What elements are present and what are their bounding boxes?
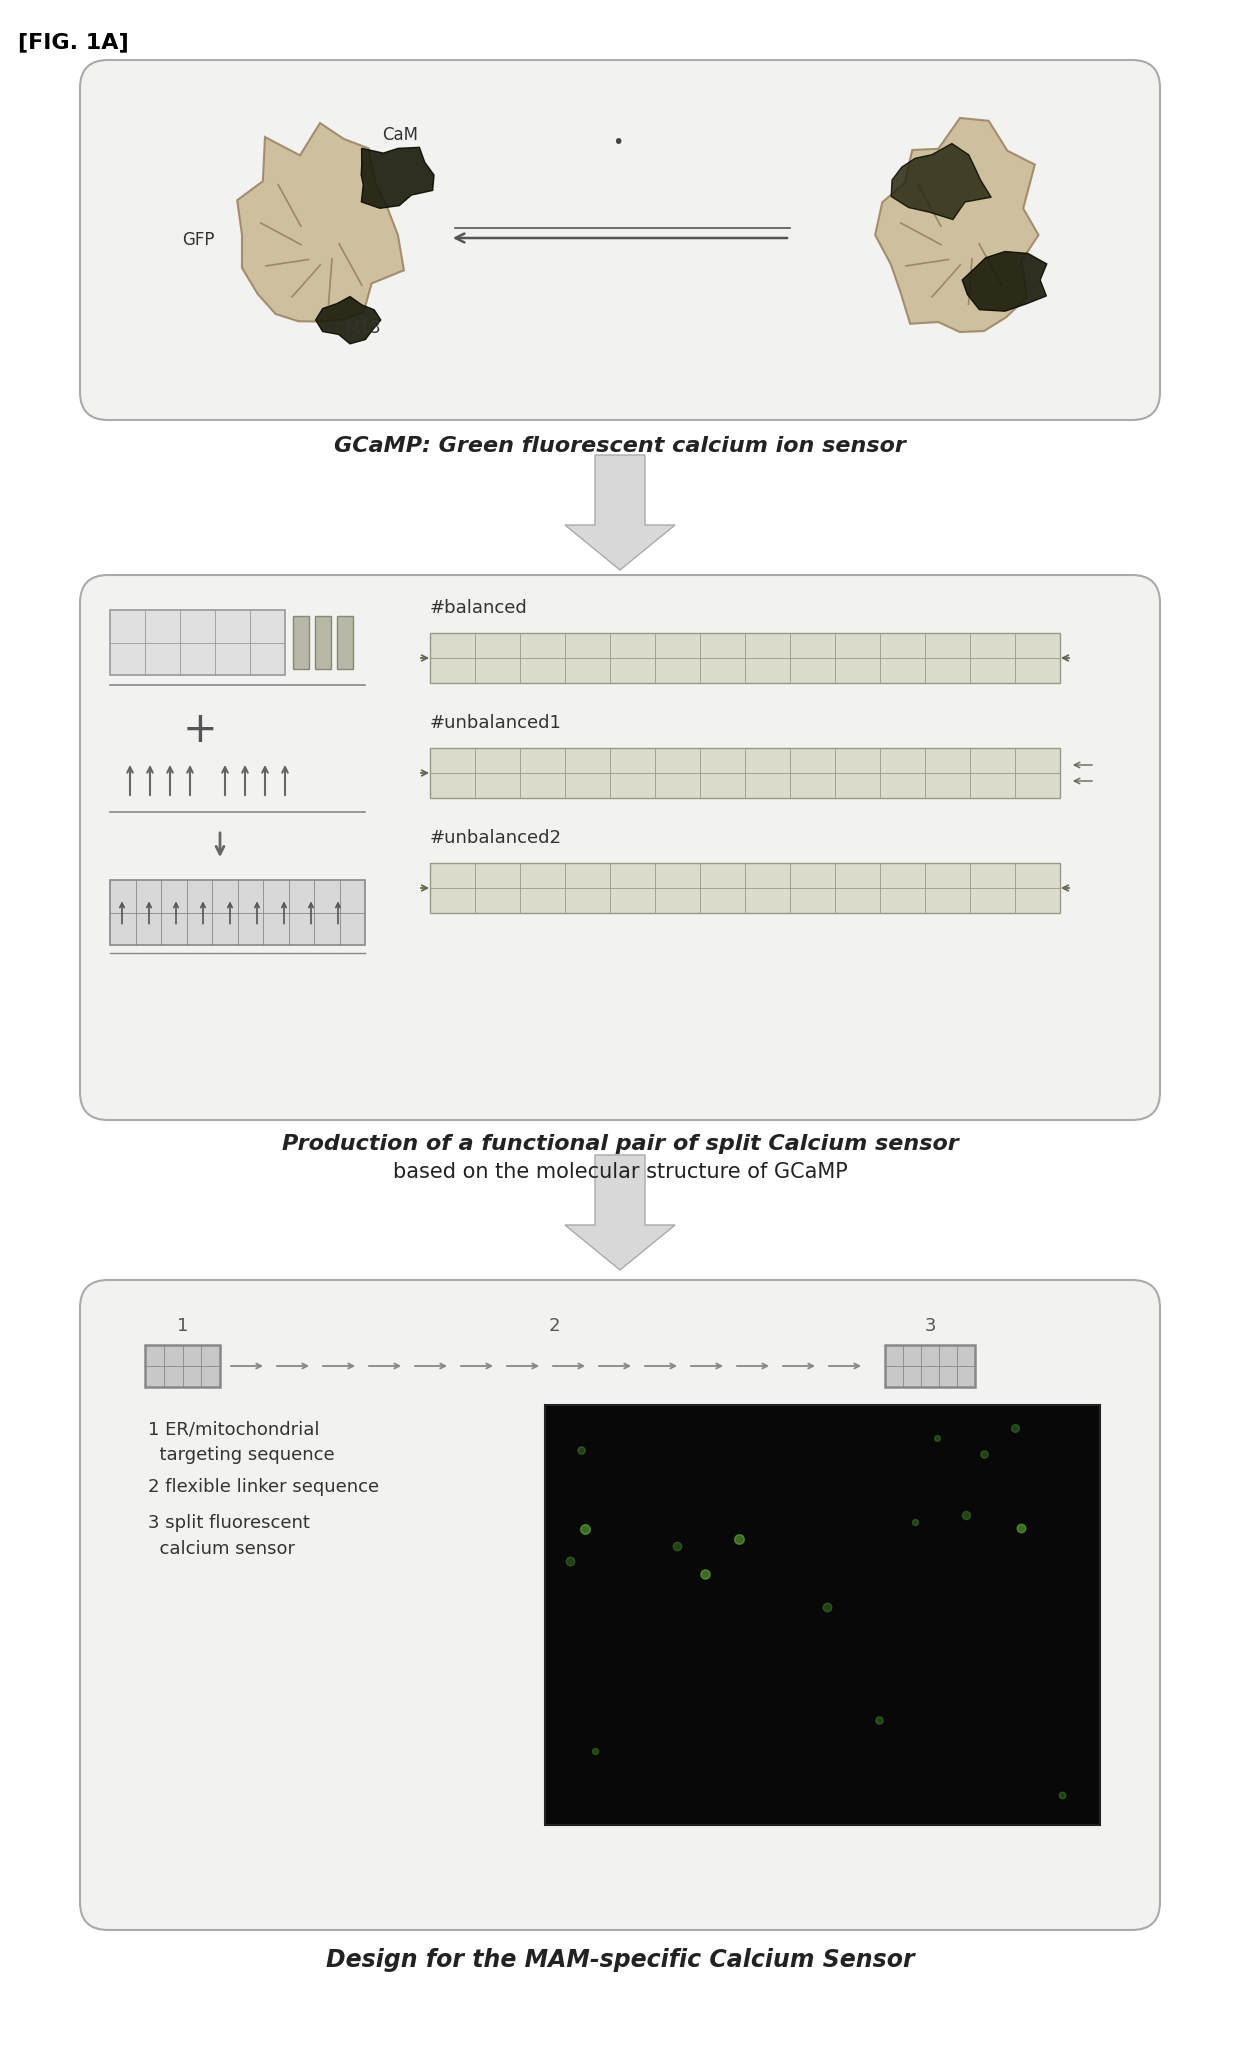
Point (928, 1422, 947, 1455)
FancyBboxPatch shape (315, 616, 331, 669)
Text: CaM: CaM (382, 127, 418, 143)
Text: #unbalanced2: #unbalanced2 (430, 829, 562, 847)
FancyBboxPatch shape (885, 1344, 975, 1387)
FancyArrow shape (565, 454, 675, 571)
Text: 2: 2 (548, 1318, 559, 1334)
FancyBboxPatch shape (337, 616, 353, 669)
Text: 1: 1 (177, 1318, 188, 1334)
Text: 1 ER/mitochondrial: 1 ER/mitochondrial (148, 1420, 320, 1438)
Point (572, 1434, 591, 1467)
Point (729, 1522, 749, 1555)
Text: Design for the MAM-specific Calcium Sensor: Design for the MAM-specific Calcium Sens… (326, 1948, 914, 1972)
FancyBboxPatch shape (430, 749, 1060, 798)
Point (575, 1512, 595, 1545)
Polygon shape (361, 147, 434, 209)
Polygon shape (962, 252, 1047, 311)
Point (585, 1735, 605, 1768)
Text: +: + (182, 710, 217, 751)
Text: M13: M13 (345, 319, 381, 338)
FancyBboxPatch shape (546, 1406, 1100, 1825)
FancyBboxPatch shape (293, 616, 309, 669)
Text: calcium sensor: calcium sensor (148, 1541, 295, 1557)
Polygon shape (875, 119, 1039, 331)
Point (667, 1530, 687, 1563)
Point (869, 1704, 889, 1737)
Point (560, 1545, 580, 1577)
Point (817, 1592, 837, 1625)
Text: [FIG. 1A]: [FIG. 1A] (19, 33, 129, 51)
FancyBboxPatch shape (110, 610, 285, 675)
Text: GCaMP: Green fluorescent calcium ion sensor: GCaMP: Green fluorescent calcium ion sen… (334, 436, 906, 456)
Point (956, 1500, 976, 1532)
Point (696, 1557, 715, 1590)
FancyBboxPatch shape (430, 863, 1060, 913)
Text: •: • (613, 133, 624, 151)
FancyBboxPatch shape (430, 632, 1060, 683)
Polygon shape (316, 297, 381, 344)
Point (1012, 1512, 1032, 1545)
FancyBboxPatch shape (81, 1281, 1159, 1929)
Polygon shape (237, 123, 404, 321)
FancyBboxPatch shape (81, 59, 1159, 419)
FancyBboxPatch shape (145, 1344, 219, 1387)
Text: #balanced: #balanced (430, 599, 528, 618)
FancyBboxPatch shape (110, 880, 365, 945)
FancyArrow shape (565, 1156, 675, 1271)
Text: 2 flexible linker sequence: 2 flexible linker sequence (148, 1477, 379, 1496)
Point (905, 1506, 925, 1539)
Point (973, 1438, 993, 1471)
Polygon shape (892, 143, 991, 219)
Point (1006, 1412, 1025, 1444)
Text: #unbalanced1: #unbalanced1 (430, 714, 562, 732)
FancyBboxPatch shape (81, 575, 1159, 1119)
Text: GFP: GFP (182, 231, 215, 250)
Text: based on the molecular structure of GCaMP: based on the molecular structure of GCaM… (393, 1162, 847, 1183)
Text: 3 split fluorescent: 3 split fluorescent (148, 1514, 310, 1532)
Text: targeting sequence: targeting sequence (148, 1447, 335, 1465)
Text: 3: 3 (924, 1318, 936, 1334)
Text: Production of a functional pair of split Calcium sensor: Production of a functional pair of split… (281, 1133, 959, 1154)
Point (1053, 1778, 1073, 1811)
